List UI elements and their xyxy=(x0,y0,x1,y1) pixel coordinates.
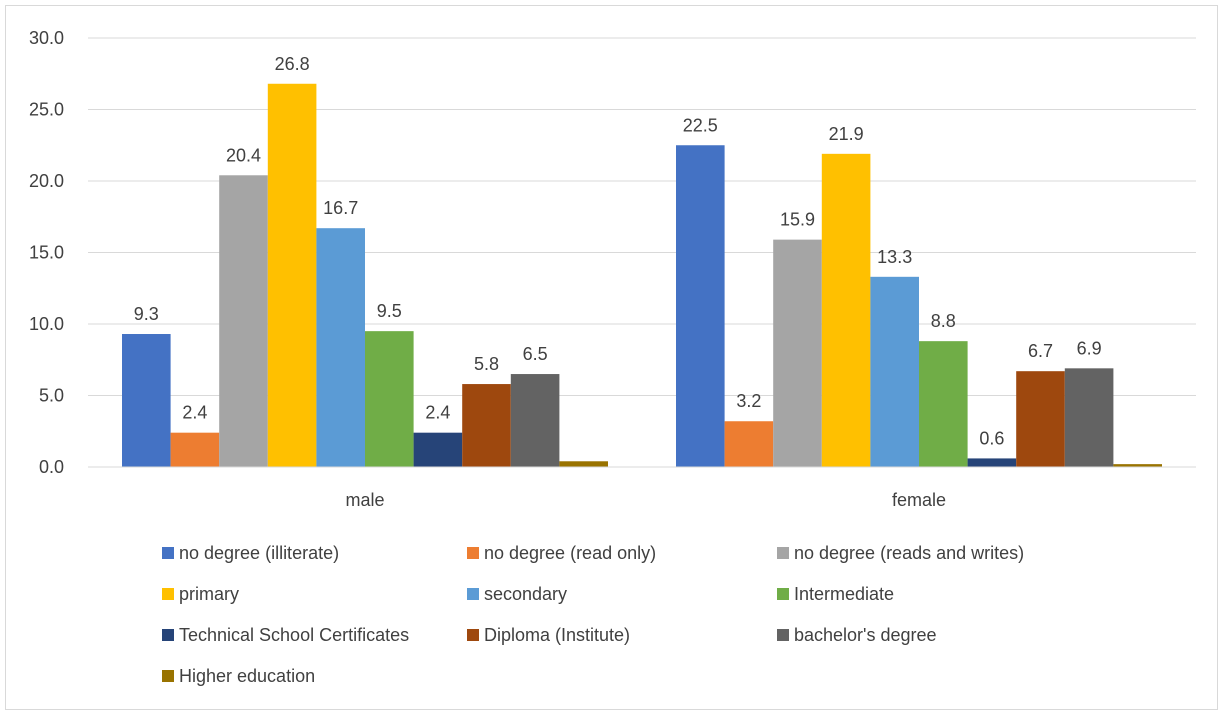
legend-swatch xyxy=(777,588,789,600)
data-label: 2.4 xyxy=(182,403,207,423)
bar xyxy=(919,341,968,467)
bar xyxy=(414,433,463,467)
bar xyxy=(122,334,171,467)
y-tick-label: 20.0 xyxy=(29,171,64,191)
legend-label: no degree (read only) xyxy=(484,543,656,563)
legend-label: primary xyxy=(179,584,239,604)
y-tick-label: 0.0 xyxy=(39,457,64,477)
bar xyxy=(676,145,725,467)
bar-chart: 0.0 5.0 10.0 15.0 20.0 25.0 30.0 9.3 2.4 20.4 26.8… xyxy=(6,6,1219,711)
data-label: 8.8 xyxy=(931,311,956,331)
y-tick-label: 25.0 xyxy=(29,100,64,120)
y-tick-label: 10.0 xyxy=(29,314,64,334)
bar xyxy=(968,458,1017,467)
chart-frame: 0.0 5.0 10.0 15.0 20.0 25.0 30.0 9.3 2.4 20.4 26.8… xyxy=(5,5,1218,710)
legend-label: Technical School Certificates xyxy=(179,625,409,645)
legend-swatch xyxy=(162,588,174,600)
legend-swatch xyxy=(162,629,174,641)
data-label: 5.8 xyxy=(474,354,499,374)
legend-label: Higher education xyxy=(179,666,315,686)
data-label: 21.9 xyxy=(829,124,864,144)
data-label: 9.3 xyxy=(134,304,159,324)
legend-swatch xyxy=(467,629,479,641)
legend-swatch xyxy=(777,629,789,641)
data-label: 13.3 xyxy=(877,247,912,267)
legend-label: Diploma (Institute) xyxy=(484,625,630,645)
bar xyxy=(268,84,317,467)
legend-label: Intermediate xyxy=(794,584,894,604)
data-label: 3.2 xyxy=(736,391,761,411)
data-label: 6.9 xyxy=(1077,338,1102,358)
legend-label: bachelor's degree xyxy=(794,625,937,645)
data-label: 6.5 xyxy=(523,344,548,364)
data-label: 16.7 xyxy=(323,198,358,218)
data-label: 26.8 xyxy=(275,54,310,74)
x-tick-label: female xyxy=(892,490,946,510)
bar xyxy=(1065,368,1114,467)
data-label: 0.6 xyxy=(979,428,1004,448)
bar xyxy=(316,228,365,467)
data-label: 22.5 xyxy=(683,115,718,135)
y-tick-label: 15.0 xyxy=(29,243,64,263)
y-tick-label: 30.0 xyxy=(29,28,64,48)
data-label: 9.5 xyxy=(377,301,402,321)
legend-swatch xyxy=(467,588,479,600)
bar xyxy=(511,374,560,467)
bar xyxy=(870,277,919,467)
data-label: 20.4 xyxy=(226,145,261,165)
bar xyxy=(559,461,608,467)
legend-swatch xyxy=(467,547,479,559)
bar xyxy=(219,175,268,467)
data-label: 2.4 xyxy=(425,403,450,423)
legend-swatch xyxy=(777,547,789,559)
bar xyxy=(725,421,774,467)
legend-label: no degree (illiterate) xyxy=(179,543,339,563)
bar xyxy=(1016,371,1065,467)
bar xyxy=(822,154,871,467)
data-label: 6.7 xyxy=(1028,341,1053,361)
bar xyxy=(462,384,511,467)
legend-label: no degree (reads and writes) xyxy=(794,543,1024,563)
legend-label: secondary xyxy=(484,584,567,604)
x-tick-label: male xyxy=(345,490,384,510)
bar xyxy=(171,433,220,467)
y-tick-label: 5.0 xyxy=(39,386,64,406)
bar xyxy=(773,240,822,467)
data-label: 15.9 xyxy=(780,210,815,230)
bar xyxy=(365,331,414,467)
legend-swatch xyxy=(162,547,174,559)
legend-swatch xyxy=(162,670,174,682)
